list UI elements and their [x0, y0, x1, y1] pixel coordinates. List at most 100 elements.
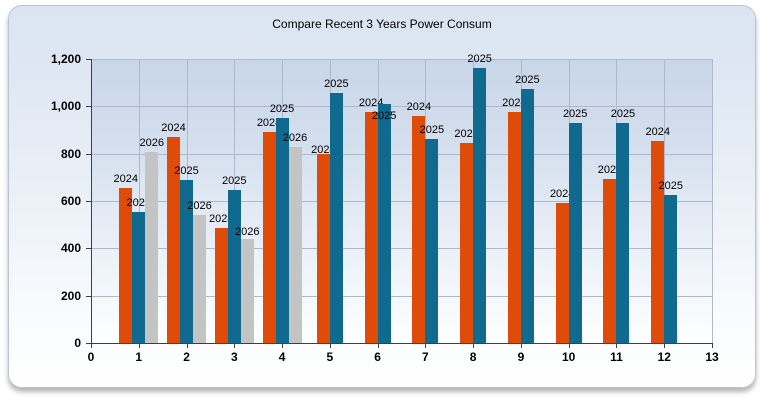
bar-2025-month-8	[473, 68, 487, 343]
x-tick-6	[377, 343, 379, 348]
bar-2025-month-12	[664, 195, 678, 343]
bar-label-2025-month-8: 2025	[467, 53, 492, 66]
y-axis-line	[91, 59, 92, 344]
y-tick-800	[86, 153, 91, 155]
bar-2026-month-1	[145, 152, 159, 343]
bar-2025-month-3	[227, 190, 241, 343]
bar-2025-month-10	[568, 122, 582, 343]
bar-label-2026-month-4: 2026	[282, 131, 308, 144]
x-axis-label-13: 13	[705, 350, 719, 364]
x-axis-label-4: 4	[278, 350, 286, 364]
bar-2025-month-9	[520, 88, 534, 343]
bar-label-2024-month-5: 2024	[311, 143, 336, 156]
chart-area: 0 200 400 600 800 1,000 1,200 0 1 2 3 4 5 6 7 8 9 10 11 12 1…	[9, 6, 755, 387]
gridline-y-1200	[91, 59, 712, 60]
y-tick-400	[86, 248, 91, 250]
bar-label-2025-month-12: 2025	[658, 180, 683, 193]
x-tick-1	[138, 343, 140, 348]
bar-label-2024-month-4: 2024	[256, 117, 282, 130]
bar-2025-month-11	[616, 122, 630, 343]
bar-label-2025-month-2: 2025	[174, 164, 199, 177]
y-tick-200	[86, 295, 91, 297]
bar-label-2024-month-3: 2024	[209, 213, 234, 226]
bar-2024-month-6	[364, 112, 378, 343]
gridline-y-600	[91, 201, 712, 202]
bar-2024-month-1	[119, 187, 133, 343]
bar-label-2025-month-5: 2025	[324, 78, 349, 91]
gridline-y-400	[91, 248, 712, 250]
y-axis-label-800: 800	[60, 146, 81, 161]
gridline-x-1	[138, 59, 140, 343]
bar-2024-month-5	[316, 153, 330, 343]
x-tick-2	[186, 343, 188, 348]
gridline-x-13	[712, 59, 713, 343]
bar-2026-month-4	[288, 146, 302, 343]
x-tick-12	[664, 343, 666, 348]
bar-label-2025-month-1: 2025	[126, 196, 151, 209]
bar-2025-month-7	[425, 139, 439, 343]
bar-2025-month-5	[329, 93, 343, 343]
x-tick-9	[520, 343, 522, 348]
bar-2024-month-9	[507, 112, 521, 343]
y-axis-label-600: 600	[60, 194, 81, 208]
bar-2026-month-2	[193, 215, 207, 343]
x-tick-7	[425, 343, 427, 348]
bar-2025-month-2	[180, 179, 194, 343]
y-axis-label-0: 0	[74, 336, 81, 350]
chart-panel: Compare Recent 3 Years Power Consum 0 200…	[8, 5, 756, 388]
x-axis-label-2: 2	[183, 350, 190, 364]
x-axis-label-8: 8	[469, 350, 477, 364]
x-tick-3	[234, 343, 236, 348]
y-tick-1200	[86, 59, 91, 60]
y-axis-label-1200: 1,200	[50, 52, 81, 66]
x-tick-0	[91, 343, 92, 348]
x-tick-5	[329, 343, 331, 348]
gridline-y-800	[91, 153, 712, 155]
y-tick-1000	[86, 106, 91, 108]
x-axis-label-5: 5	[326, 350, 334, 364]
bar-label-2024-month-11: 2024	[597, 163, 623, 176]
bar-label-2024-month-7: 2024	[406, 100, 432, 113]
bar-label-2024-month-8: 2024	[454, 128, 479, 141]
x-axis-label-7: 7	[422, 350, 429, 364]
y-axis-label-200: 200	[60, 288, 81, 303]
bar-2024-month-10	[555, 203, 569, 343]
bar-label-2024-month-1: 2024	[113, 172, 138, 185]
x-axis-label-0: 0	[87, 350, 95, 364]
bar-label-2024-month-12: 2024	[645, 125, 670, 138]
x-axis-label-12: 12	[657, 350, 671, 364]
bar-2024-month-12	[651, 140, 665, 343]
x-axis-label-6: 6	[374, 350, 381, 364]
x-tick-10	[568, 343, 570, 348]
y-axis-label-1000: 1,000	[50, 99, 81, 114]
x-tick-4	[282, 343, 284, 348]
x-tick-13	[712, 343, 713, 348]
x-tick-11	[616, 343, 618, 348]
chart-title: Compare Recent 3 Years Power Consum	[272, 17, 492, 31]
bar-label-2025-month-6: 2025	[371, 109, 397, 122]
bar-label-2024-month-9: 2024	[502, 97, 527, 110]
bar-2024-month-4	[262, 132, 276, 343]
bar-2024-month-7	[412, 115, 426, 343]
gridline-y-200	[91, 295, 712, 297]
bar-2024-month-2	[167, 137, 181, 343]
bar-2024-month-8	[460, 143, 474, 343]
bar-label-2026-month-2: 2026	[187, 200, 212, 213]
bar-2025-month-1	[132, 211, 146, 343]
bar-label-2025-month-10: 2025	[562, 107, 588, 120]
bar-2024-month-3	[214, 228, 228, 343]
x-axis-label-10: 10	[562, 350, 576, 364]
bar-label-2025-month-9: 2025	[515, 73, 540, 86]
y-axis-label-400: 400	[60, 241, 81, 256]
bar-2025-month-4	[275, 118, 289, 343]
bar-label-2024-month-2: 2024	[161, 122, 186, 135]
bar-label-2025-month-4: 2025	[269, 103, 295, 116]
bar-label-2026-month-3: 2026	[235, 225, 260, 238]
y-tick-600	[86, 201, 91, 202]
y-tick-0	[86, 343, 91, 344]
bar-2024-month-11	[603, 178, 617, 343]
x-axis-label-11: 11	[610, 350, 623, 364]
x-tick-8	[473, 343, 475, 348]
bar-label-2024-month-10: 2024	[549, 188, 575, 201]
bar-label-2024-month-6: 2024	[358, 97, 384, 110]
